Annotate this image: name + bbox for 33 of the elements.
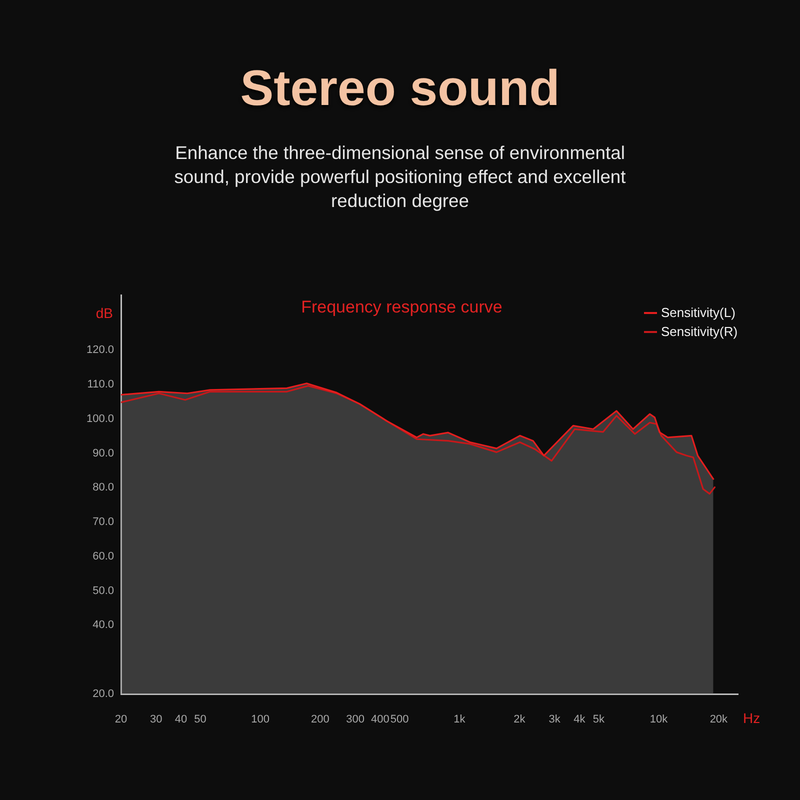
x-tick-label: 40 <box>174 714 188 726</box>
x-tick-label: 2k <box>514 714 526 726</box>
x-tick-label: 30 <box>150 714 162 726</box>
x-tick-label: 300 <box>346 714 364 726</box>
chart-title: Stereo sound <box>239 59 561 117</box>
x-tick-label: 500 <box>390 714 409 726</box>
x-tick-label: 20k <box>710 714 728 726</box>
x-tick-label: 1k <box>454 714 466 726</box>
y-tick-label: 50.0 <box>92 584 114 597</box>
x-tick-label: 50 <box>194 714 206 726</box>
x-tick-label: 400 <box>371 714 390 726</box>
y-tick-label: 20.0 <box>92 688 114 700</box>
x-tick-label: 4k <box>574 714 586 726</box>
y-axis-title: dB <box>96 304 113 321</box>
y-tick-label: 100.0 <box>86 412 114 425</box>
y-tick-label: 80.0 <box>92 482 114 494</box>
y-tick-label: 60.0 <box>92 550 114 562</box>
chart-subtitle: Enhance the three-dimensional sense of environmental sound, provide powerful positioning effect and excellent reduction degree <box>173 141 627 213</box>
x-tick-label: 5k <box>592 714 606 726</box>
y-tick-label: 40.0 <box>92 619 114 632</box>
x-tick-label: 100 <box>251 714 270 726</box>
x-tick-label: 10k <box>650 714 668 726</box>
x-tick-label: 200 <box>311 714 330 726</box>
legend-label: Sensitivity(L) <box>661 304 736 322</box>
legend-label: Sensitivity(R) <box>661 323 738 341</box>
y-tick-label: 90.0 <box>92 447 114 460</box>
x-tick-label: 3k <box>548 714 561 726</box>
annotation: Frequency response curve <box>301 298 502 317</box>
x-tick-label: 20 <box>114 714 128 726</box>
y-tick-label: 70.0 <box>92 516 114 528</box>
x-axis-title: Hz <box>743 710 760 726</box>
y-tick-label: 110.0 <box>87 378 114 390</box>
y-tick-label: 120.0 <box>86 344 114 356</box>
